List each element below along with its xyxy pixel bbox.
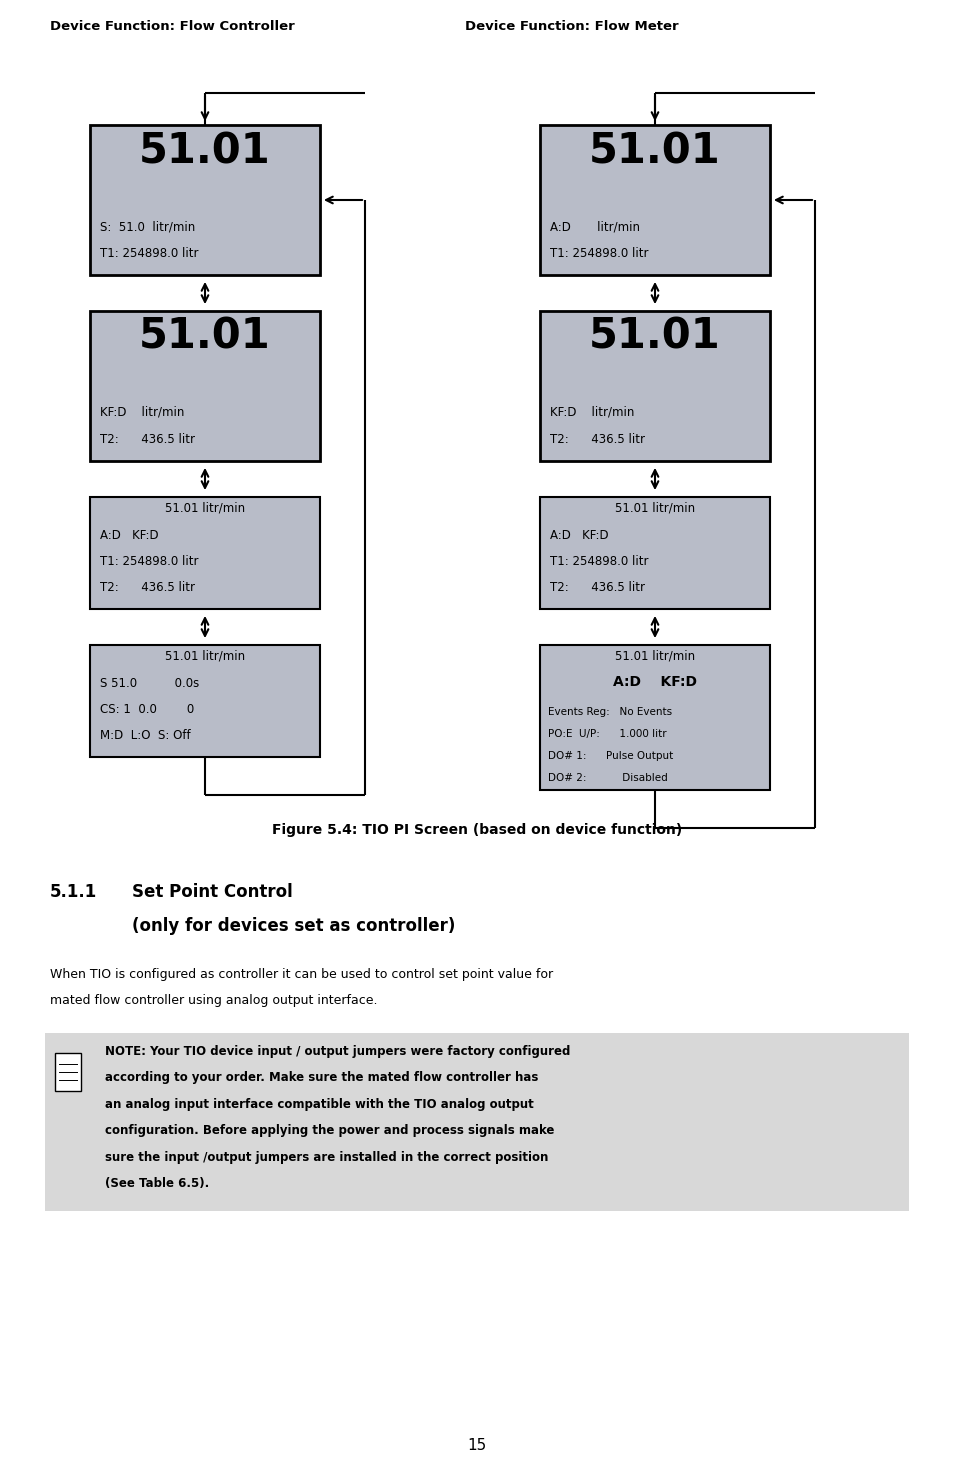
Text: an analog input interface compatible with the TIO analog output: an analog input interface compatible wit… xyxy=(105,1097,533,1111)
Bar xyxy=(539,125,769,274)
Text: 15: 15 xyxy=(467,1438,486,1453)
Text: according to your order. Make sure the mated flow controller has: according to your order. Make sure the m… xyxy=(105,1071,537,1084)
Bar xyxy=(90,645,319,757)
Text: T2:      436.5 litr: T2: 436.5 litr xyxy=(550,434,644,445)
Text: T2:      436.5 litr: T2: 436.5 litr xyxy=(550,581,644,594)
Text: 51.01: 51.01 xyxy=(139,316,271,358)
Text: 51.01 litr/min: 51.01 litr/min xyxy=(165,502,245,515)
Bar xyxy=(539,311,769,462)
Text: 5.1.1: 5.1.1 xyxy=(50,884,97,901)
Bar xyxy=(539,497,769,609)
Text: DO# 1:      Pulse Output: DO# 1: Pulse Output xyxy=(547,751,673,761)
Text: T2:      436.5 litr: T2: 436.5 litr xyxy=(100,581,194,594)
Text: DO# 2:           Disabled: DO# 2: Disabled xyxy=(547,773,667,783)
Text: KF:D    litr/min: KF:D litr/min xyxy=(550,406,634,419)
Text: A:D    KF:D: A:D KF:D xyxy=(613,676,697,689)
Text: A:D       litr/min: A:D litr/min xyxy=(550,220,639,233)
Text: A:D   KF:D: A:D KF:D xyxy=(100,530,158,541)
Text: When TIO is configured as controller it can be used to control set point value f: When TIO is configured as controller it … xyxy=(50,968,553,981)
Bar xyxy=(45,1032,908,1211)
Text: S:  51.0  litr/min: S: 51.0 litr/min xyxy=(100,220,195,233)
Text: mated flow controller using analog output interface.: mated flow controller using analog outpu… xyxy=(50,994,377,1007)
Text: 51.01 litr/min: 51.01 litr/min xyxy=(165,650,245,662)
Bar xyxy=(90,311,319,462)
Text: NOTE: Your TIO device input / output jumpers were factory configured: NOTE: Your TIO device input / output jum… xyxy=(105,1044,570,1058)
Text: 51.01: 51.01 xyxy=(139,130,271,173)
Text: 51.01 litr/min: 51.01 litr/min xyxy=(615,502,695,515)
Bar xyxy=(55,1053,80,1092)
Text: T1: 254898.0 litr: T1: 254898.0 litr xyxy=(550,555,648,568)
Text: T2:      436.5 litr: T2: 436.5 litr xyxy=(100,434,194,445)
Text: Figure 5.4: TIO PI Screen (based on device function): Figure 5.4: TIO PI Screen (based on devi… xyxy=(272,823,681,836)
Text: (See Table 6.5).: (See Table 6.5). xyxy=(105,1177,209,1190)
Text: 51.01 litr/min: 51.01 litr/min xyxy=(615,650,695,662)
Text: KF:D    litr/min: KF:D litr/min xyxy=(100,406,184,419)
Text: Events Reg:   No Events: Events Reg: No Events xyxy=(547,707,672,717)
Bar xyxy=(90,497,319,609)
Text: 51.01: 51.01 xyxy=(589,130,720,173)
Text: CS: 1  0.0        0: CS: 1 0.0 0 xyxy=(100,704,194,715)
Text: M:D  L:O  S: Off: M:D L:O S: Off xyxy=(100,729,191,742)
Bar xyxy=(539,645,769,791)
Text: configuration. Before applying the power and process signals make: configuration. Before applying the power… xyxy=(105,1124,554,1137)
Bar xyxy=(90,125,319,274)
Text: T1: 254898.0 litr: T1: 254898.0 litr xyxy=(100,555,198,568)
Text: sure the input /output jumpers are installed in the correct position: sure the input /output jumpers are insta… xyxy=(105,1150,548,1164)
Text: Set Point Control: Set Point Control xyxy=(132,884,293,901)
Text: Device Function: Flow Meter: Device Function: Flow Meter xyxy=(464,21,678,32)
Text: T1: 254898.0 litr: T1: 254898.0 litr xyxy=(550,246,648,260)
Text: PO:E  U/P:      1.000 litr: PO:E U/P: 1.000 litr xyxy=(547,729,666,739)
Text: A:D   KF:D: A:D KF:D xyxy=(550,530,608,541)
Text: (only for devices set as controller): (only for devices set as controller) xyxy=(132,917,455,935)
Text: S 51.0          0.0s: S 51.0 0.0s xyxy=(100,677,199,690)
Text: 51.01: 51.01 xyxy=(589,316,720,358)
Text: Device Function: Flow Controller: Device Function: Flow Controller xyxy=(50,21,294,32)
Text: T1: 254898.0 litr: T1: 254898.0 litr xyxy=(100,246,198,260)
